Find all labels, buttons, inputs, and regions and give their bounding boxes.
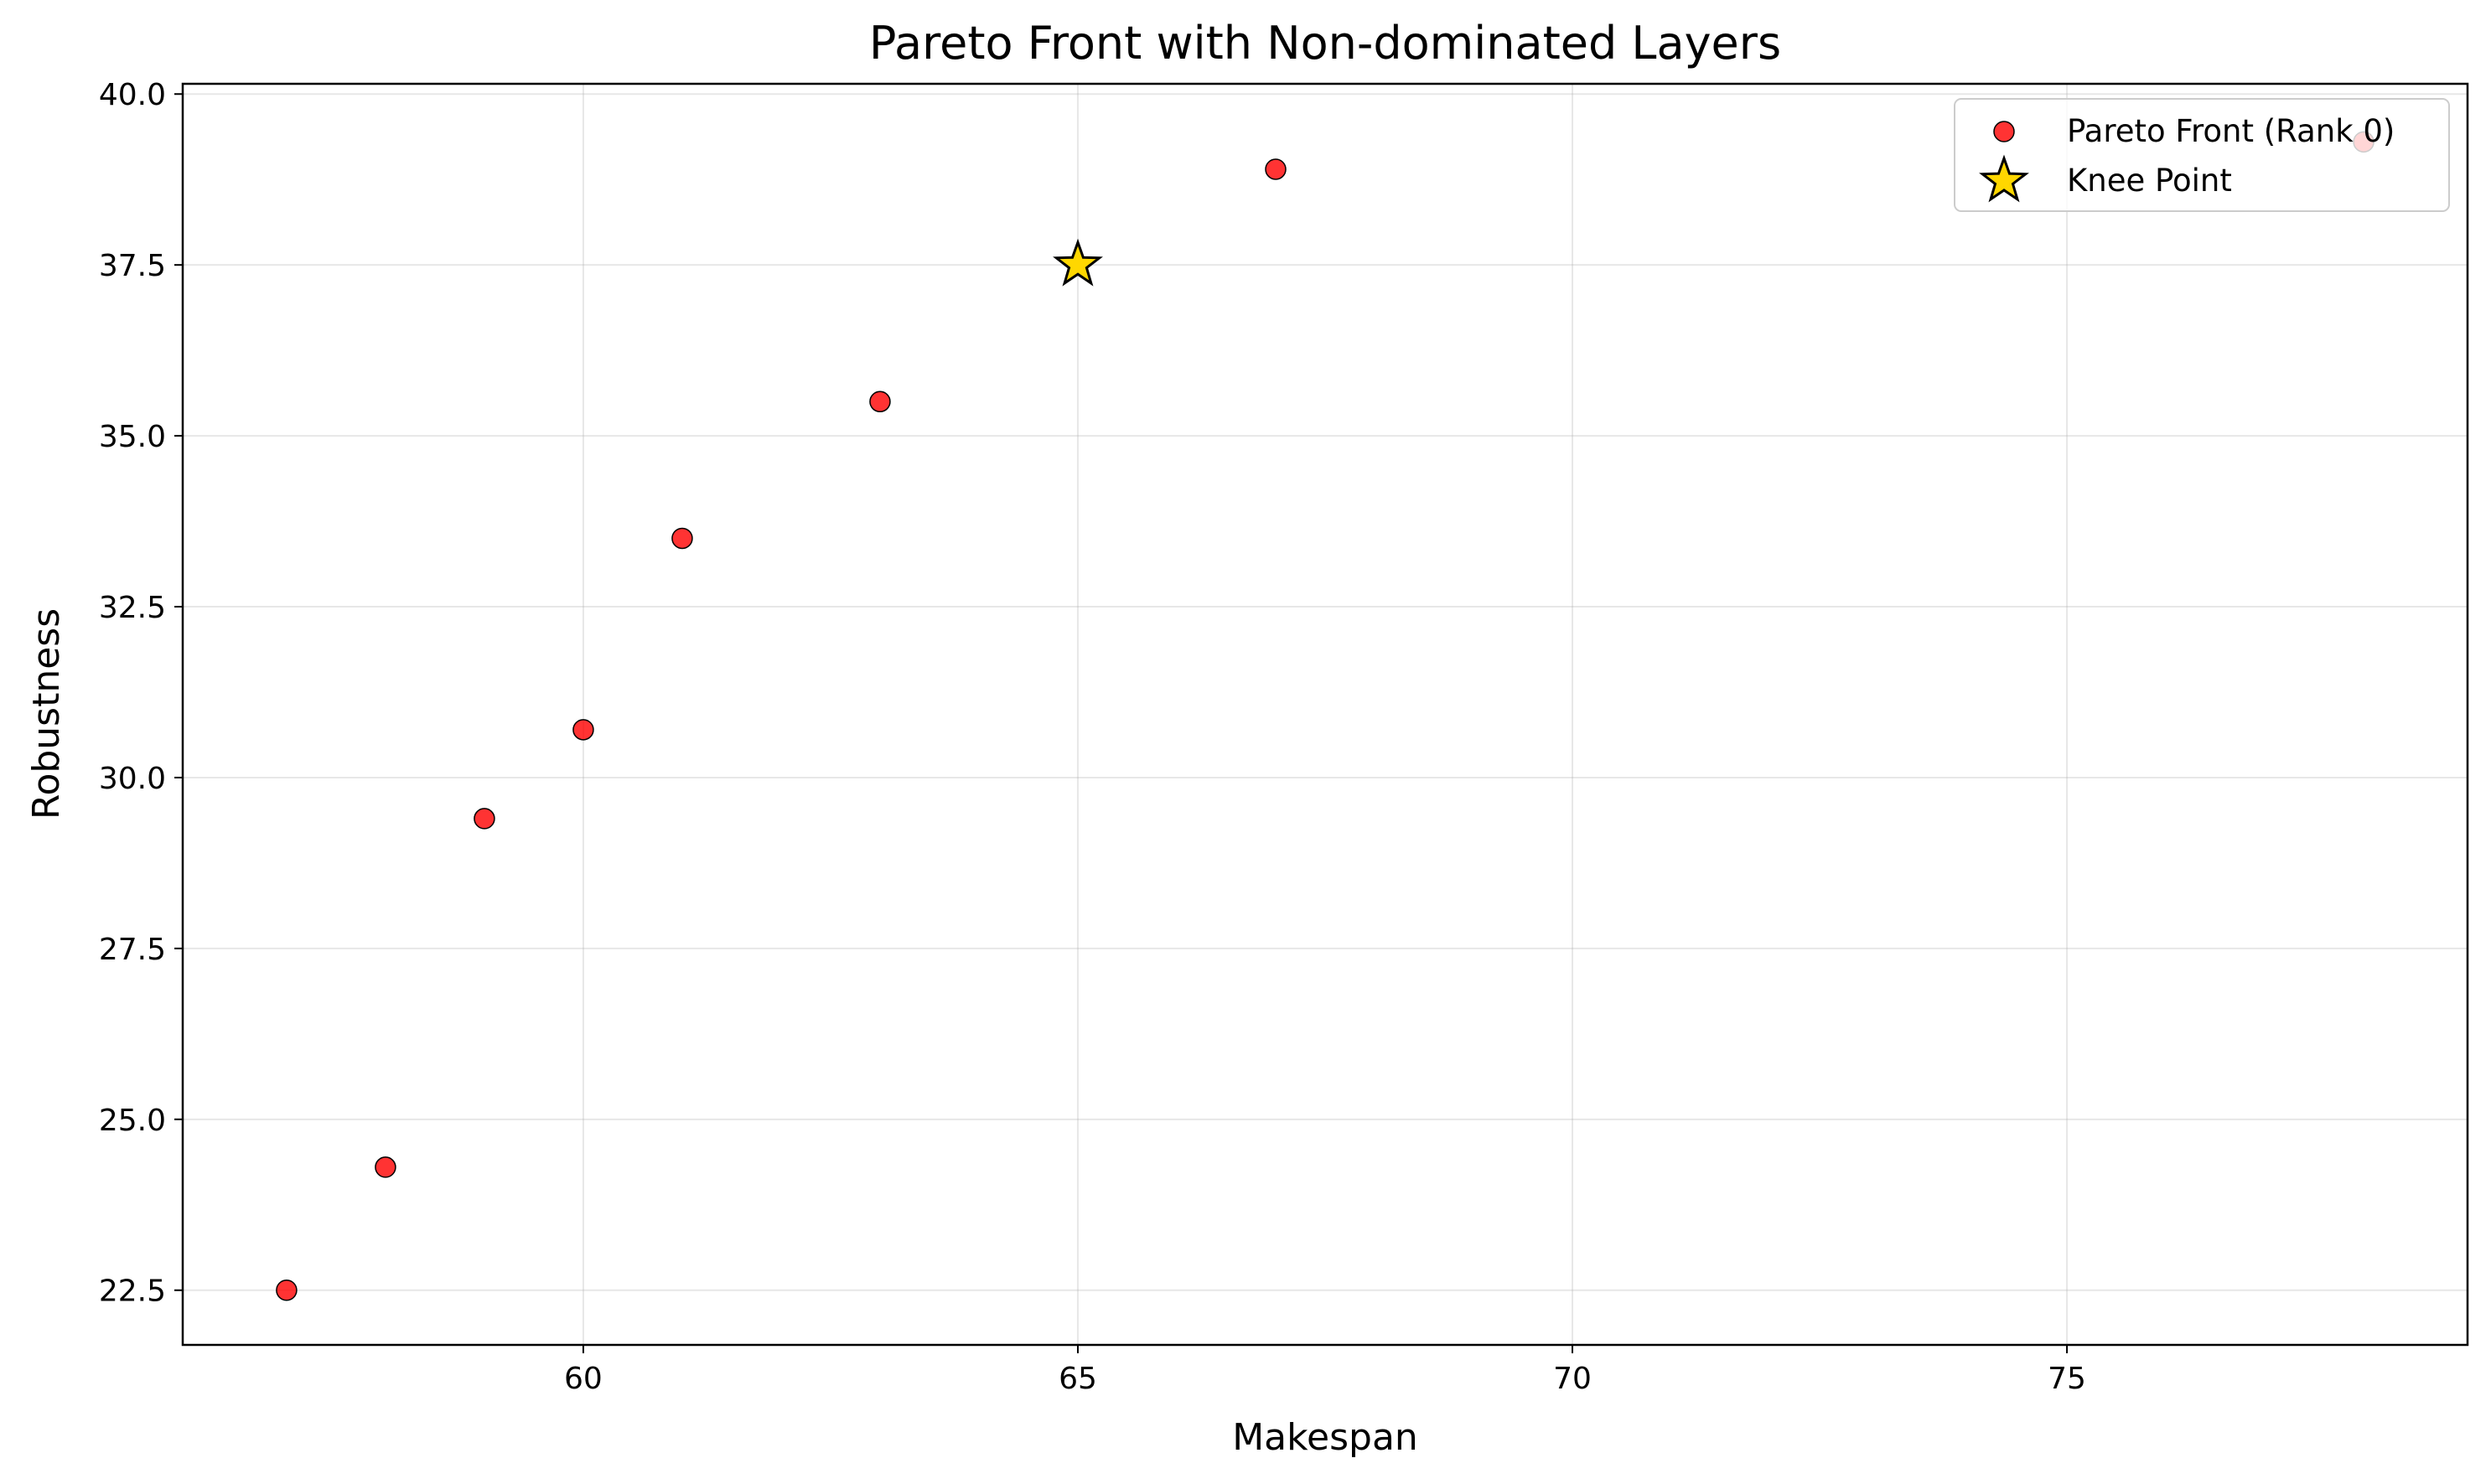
legend-marker-knee-point xyxy=(1979,154,2029,203)
x-tick-label: 70 xyxy=(1553,1362,1592,1396)
axis-ticks: 60 65 70 75 22.5 25.0 27.5 30.0 32.5 35.0 37.5 40.0 xyxy=(99,78,2086,1396)
x-tick-label: 65 xyxy=(1059,1362,1097,1396)
x-tick-label: 75 xyxy=(2048,1362,2086,1396)
pareto-point xyxy=(375,1156,396,1178)
y-tick-label: 25.0 xyxy=(99,1104,166,1138)
y-tick-label: 40.0 xyxy=(99,78,166,112)
pareto-point xyxy=(276,1279,298,1301)
x-tick-label: 60 xyxy=(564,1362,603,1396)
legend-label-knee-point: Knee Point xyxy=(2067,163,2232,199)
y-axis-label: Robustness xyxy=(25,608,68,820)
data-points xyxy=(276,131,2374,1301)
legend-marker-pareto-front xyxy=(1993,121,2015,142)
y-tick-label: 35.0 xyxy=(99,420,166,454)
knee-point-marker xyxy=(1053,238,1103,287)
pareto-point xyxy=(1265,158,1287,180)
chart-title: Pareto Front with Non-dominated Layers xyxy=(869,17,1781,70)
grid-layer xyxy=(183,84,2468,1345)
pareto-point xyxy=(474,808,495,830)
pareto-point xyxy=(869,390,891,413)
y-tick-label: 37.5 xyxy=(99,249,166,283)
y-tick-label: 30.0 xyxy=(99,762,166,796)
plot-frame xyxy=(181,82,2469,1347)
y-tick-label: 32.5 xyxy=(99,591,166,625)
y-tick-label: 22.5 xyxy=(99,1275,166,1309)
legend-box xyxy=(1954,98,2450,212)
pareto-point xyxy=(572,719,594,741)
y-tick-label: 27.5 xyxy=(99,933,166,967)
x-axis-label: Makespan xyxy=(1232,1416,1418,1459)
legend: Pareto Front (Rank 0) Knee Point xyxy=(1954,98,2450,212)
pareto-point xyxy=(671,527,693,550)
legend-label-pareto-front: Pareto Front (Rank 0) xyxy=(2067,113,2395,149)
